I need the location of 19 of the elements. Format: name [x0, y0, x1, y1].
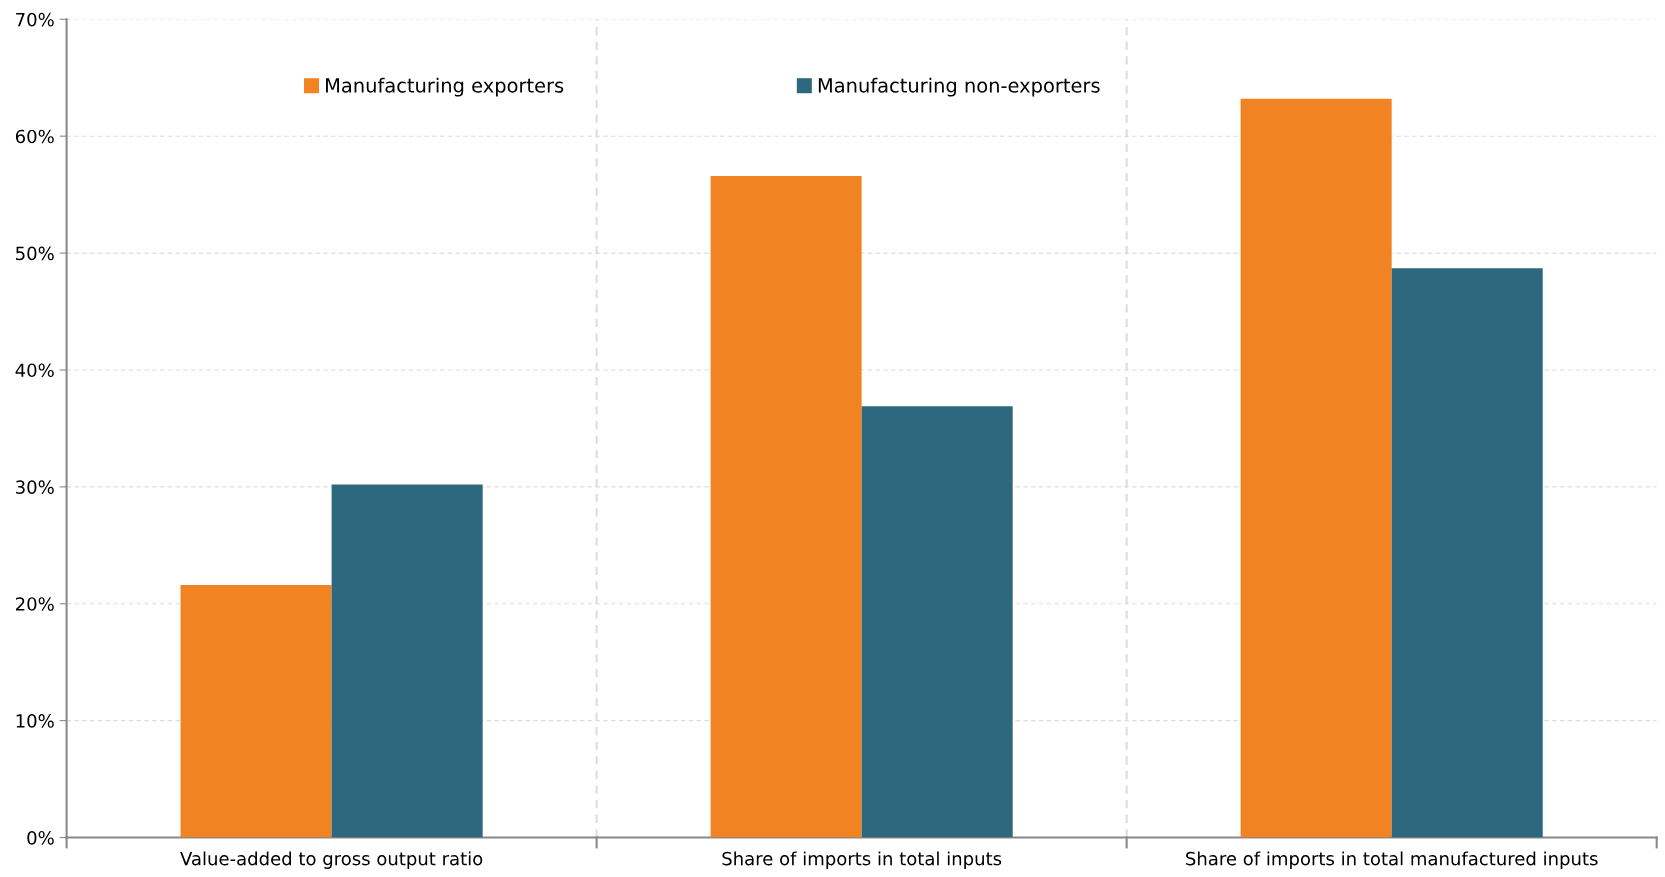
y-tick-label: 50%	[16, 246, 54, 261]
y-tick-label: 30%	[16, 480, 54, 494]
x-tick-label: Share of imports in total inputs	[722, 851, 1002, 869]
legend-label: Manufacturing non-exporters	[818, 77, 1100, 97]
x-tick-label: Share of imports in total manufactured inputs	[1186, 851, 1598, 869]
y-tick-label: 70%	[16, 12, 54, 27]
x-tick-label: Value-added to gross output ratio	[180, 851, 483, 869]
y-tick-label: 20%	[15, 597, 54, 611]
bar	[710, 175, 862, 838]
bar	[1391, 268, 1543, 838]
bar	[180, 585, 332, 838]
legend-label: Manufacturing exporters	[326, 77, 564, 97]
bar	[1240, 98, 1392, 838]
bar	[861, 406, 1013, 838]
y-tick-label: 60%	[15, 129, 54, 144]
y-tick-label: 40%	[15, 363, 54, 378]
y-tick-label: 10%	[16, 714, 54, 728]
y-tick-label: 0%	[27, 830, 54, 845]
bar	[331, 484, 483, 838]
